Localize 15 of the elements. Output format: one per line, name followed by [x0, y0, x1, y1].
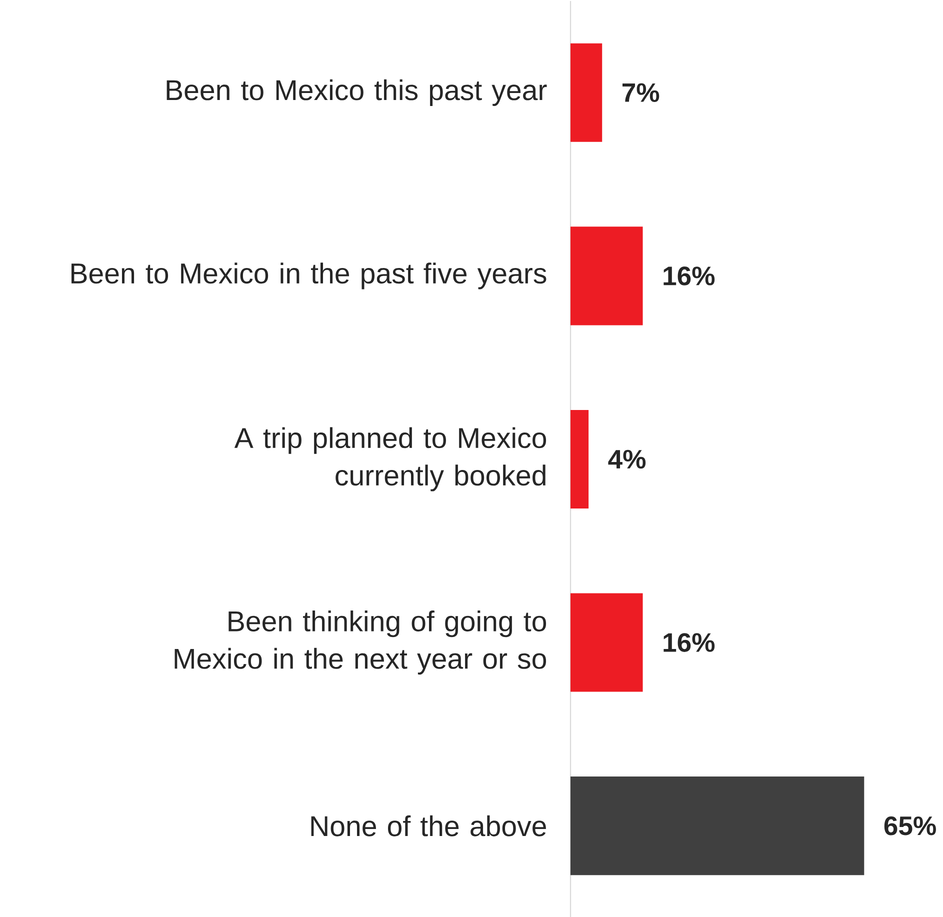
- data-label: 16%: [664, 266, 715, 286]
- bar: [570, 593, 643, 692]
- y-tick-label: Been to Mexico this past year: [166, 79, 547, 106]
- bar: [570, 776, 864, 875]
- bar: [570, 43, 602, 142]
- y-tick-label: A trip planned to Mexico currently booked: [234, 426, 546, 492]
- data-label: 16%: [664, 632, 715, 652]
- y-tick-label: Been thinking of going to Mexico in the next year or so: [174, 610, 546, 674]
- bar: [570, 410, 589, 508]
- data-label: 7%: [622, 83, 660, 102]
- bar: [570, 226, 643, 325]
- y-tick-label: Been to Mexico in the past five years: [72, 262, 546, 290]
- y-tick-label: None of the above: [311, 815, 546, 836]
- data-label: 65%: [884, 816, 936, 836]
- data-label: 4%: [608, 450, 646, 468]
